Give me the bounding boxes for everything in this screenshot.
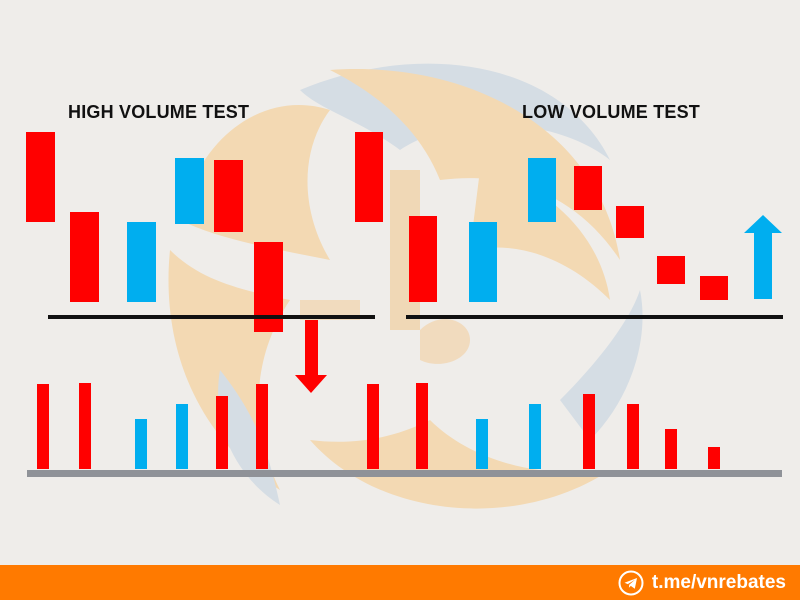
high-candle-5 bbox=[214, 160, 243, 232]
high-volume-bar-6 bbox=[256, 384, 268, 469]
watermark-logo bbox=[168, 63, 643, 509]
low-candle-8 bbox=[700, 276, 728, 300]
low-volume-bar-6 bbox=[627, 404, 639, 469]
low-volume-bar-5 bbox=[583, 394, 595, 469]
low-candle-6 bbox=[616, 206, 644, 238]
direction-arrows bbox=[295, 215, 782, 393]
down-arrow-icon bbox=[295, 320, 327, 393]
high-volume-bars bbox=[37, 383, 268, 469]
baselines bbox=[27, 315, 783, 477]
low-volume-candles bbox=[355, 132, 728, 302]
low-volume-bar-8 bbox=[708, 447, 720, 469]
low-volume-bars bbox=[367, 383, 720, 469]
low-candle-5 bbox=[574, 166, 602, 210]
low-candle-1 bbox=[355, 132, 383, 222]
high-volume-test-title: HIGH VOLUME TEST bbox=[68, 102, 250, 122]
high-volume-bar-4 bbox=[176, 404, 188, 469]
high-candle-1 bbox=[26, 132, 55, 222]
high-candle-3 bbox=[127, 222, 156, 302]
low-candle-2 bbox=[409, 216, 437, 302]
low-volume-bar-4 bbox=[529, 404, 541, 469]
low-volume-bar-7 bbox=[665, 429, 677, 469]
high-volume-bar-2 bbox=[79, 383, 91, 469]
high-volume-candles bbox=[26, 132, 283, 332]
low-candle-3 bbox=[469, 222, 497, 302]
volume-axis bbox=[27, 470, 782, 477]
low-candle-7 bbox=[657, 256, 685, 284]
footer-bar[interactable]: t.me/vnrebates bbox=[0, 565, 800, 600]
low-volume-support-line bbox=[406, 315, 783, 319]
volume-test-diagram bbox=[26, 63, 783, 509]
high-volume-bar-1 bbox=[37, 384, 49, 469]
telegram-icon[interactable] bbox=[618, 570, 644, 596]
high-candle-4 bbox=[175, 158, 204, 224]
low-volume-bar-3 bbox=[476, 419, 488, 469]
high-volume-support-line bbox=[48, 315, 375, 319]
low-volume-test-title: LOW VOLUME TEST bbox=[522, 102, 700, 122]
low-volume-bar-2 bbox=[416, 383, 428, 469]
telegram-handle-link[interactable]: t.me/vnrebates bbox=[651, 571, 786, 593]
high-volume-bar-5 bbox=[216, 396, 228, 469]
low-volume-bar-1 bbox=[367, 384, 379, 469]
low-candle-4 bbox=[528, 158, 556, 222]
up-arrow-icon bbox=[744, 215, 782, 299]
high-candle-2 bbox=[70, 212, 99, 302]
high-volume-bar-3 bbox=[135, 419, 147, 469]
